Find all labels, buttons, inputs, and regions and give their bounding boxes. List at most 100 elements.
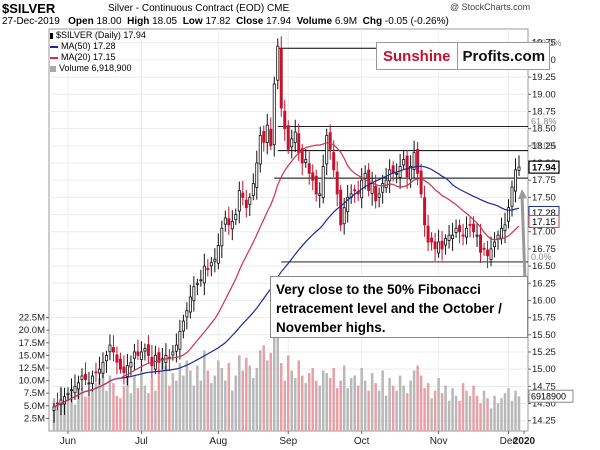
volume-bar <box>360 368 363 431</box>
volume-bar <box>70 391 73 431</box>
volume-bar <box>196 365 199 431</box>
volume-bar <box>468 395 472 431</box>
candle-body <box>353 189 357 192</box>
volume-bar <box>220 368 224 431</box>
candle-body <box>195 282 199 285</box>
volume-bar <box>503 393 507 431</box>
price-tick-label: 15.75 <box>532 313 556 324</box>
candle-body <box>258 135 262 165</box>
candle-body <box>181 320 185 332</box>
volume-bar <box>349 378 353 431</box>
volume-bar <box>154 390 157 431</box>
exchange: CME <box>266 3 290 14</box>
candle-body <box>97 368 101 374</box>
volume-bar <box>500 398 503 431</box>
candle-body <box>122 366 126 373</box>
volume-bar <box>290 370 294 431</box>
candle-body <box>227 218 231 226</box>
volume-bar <box>94 383 98 431</box>
candle-body <box>479 234 483 253</box>
candle-body <box>293 131 297 143</box>
volume-tag-box <box>528 389 574 403</box>
date-tick-label: Jun <box>60 436 76 447</box>
candle-body <box>171 351 175 356</box>
volume-bar <box>63 400 66 431</box>
close-label: Close <box>236 16 264 27</box>
volume-bar <box>255 368 259 431</box>
candle-body <box>174 344 178 352</box>
price-tick-label: 15.50 <box>532 330 556 341</box>
candle-body <box>405 155 409 178</box>
volume-bar <box>175 380 178 431</box>
volume-bar <box>143 385 147 431</box>
volume-bar <box>486 398 489 431</box>
volume-tick-label: 15.0M <box>19 350 45 361</box>
candle-body <box>412 152 416 170</box>
candle-body <box>465 227 469 238</box>
volume-bar <box>168 385 171 431</box>
candle-body <box>202 265 206 284</box>
price-tick-label: 16.00 <box>532 295 556 306</box>
ma20-line <box>53 142 520 408</box>
symbol: $SILVER <box>2 1 56 16</box>
volume-bar <box>217 360 220 431</box>
volume-bar <box>332 368 335 431</box>
volume-bar <box>363 380 367 431</box>
candle-body <box>297 133 301 154</box>
volume-bar <box>321 370 325 431</box>
volume-bar <box>164 365 168 431</box>
volume-bar <box>517 396 521 431</box>
volume-bar <box>105 390 108 431</box>
candle-body <box>265 124 269 143</box>
volume-bar <box>262 345 266 431</box>
candle-body <box>136 351 140 356</box>
volume-bar <box>377 390 381 431</box>
candle-body <box>178 330 182 350</box>
volume-bar <box>370 373 374 431</box>
candle-body <box>346 196 350 213</box>
volume-bar <box>479 403 482 431</box>
candle-body <box>311 172 315 181</box>
candle-body <box>234 214 238 221</box>
low-value: 17.82 <box>205 16 231 27</box>
volume-bar <box>259 350 262 431</box>
candle-body <box>118 358 122 370</box>
candle-body <box>381 183 385 193</box>
volume-bar <box>307 373 311 431</box>
candle-body <box>367 169 371 191</box>
candle-body <box>87 382 91 385</box>
candle-body <box>104 355 108 362</box>
candle-body <box>139 351 143 360</box>
candle-body <box>423 197 427 226</box>
price-tick-label: 18.75 <box>532 106 556 117</box>
volume-bar <box>108 375 112 431</box>
volume-bar <box>157 370 161 431</box>
volume-bar <box>91 389 94 431</box>
candle-body <box>255 162 259 188</box>
volume-bar <box>356 385 360 431</box>
volume-bar <box>129 393 133 431</box>
volume-bar <box>150 378 154 431</box>
volume-bar <box>122 385 126 431</box>
candle-body <box>444 238 448 246</box>
legend-price-label: $SILVER (Daily) 17.94 <box>56 30 146 40</box>
candle-body <box>307 163 311 174</box>
description: Silver - Continuous Contract (EOD) CME <box>108 3 289 14</box>
volume-bar <box>461 383 465 431</box>
volume-bar <box>213 375 217 431</box>
price-swatch <box>50 32 53 39</box>
volume-bar <box>493 395 496 431</box>
candle-body <box>132 351 136 359</box>
legend-ma20: MA(20) 17.15 <box>50 52 116 62</box>
quote-date: 27-Dec-2019 <box>2 16 60 27</box>
volume-tag-label: 6918900 <box>531 392 566 402</box>
volume-bar <box>395 390 398 431</box>
price-tag-label: 17.15 <box>532 217 556 228</box>
price-tick-label: 15.25 <box>532 347 556 358</box>
candle-body <box>384 179 388 188</box>
candle-body <box>185 310 189 318</box>
candle-body <box>90 375 94 384</box>
candle-body <box>433 241 437 250</box>
candlesticks <box>52 36 521 423</box>
volume-bar <box>346 388 349 431</box>
